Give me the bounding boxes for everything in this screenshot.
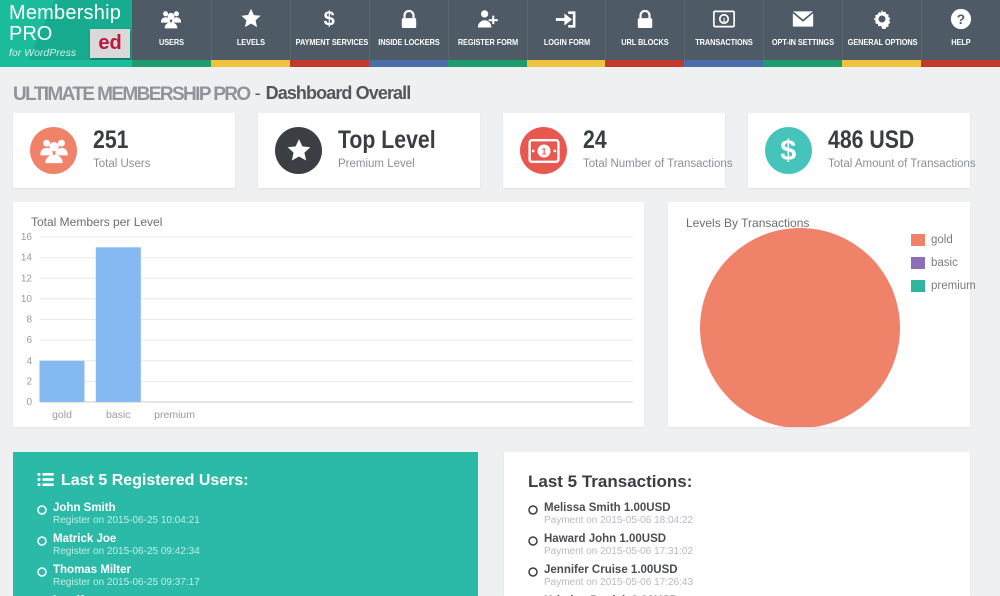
svg-text:16: 16	[21, 232, 33, 243]
svg-text:gold: gold	[52, 409, 72, 421]
svg-text:1: 1	[541, 146, 546, 156]
svg-text:10: 10	[21, 294, 33, 305]
svg-text:6: 6	[26, 335, 32, 346]
svg-text:basic: basic	[106, 409, 131, 421]
svg-text:$: $	[780, 136, 796, 166]
svg-text:14: 14	[21, 253, 33, 264]
svg-text:2: 2	[26, 376, 32, 387]
svg-text:?: ?	[957, 12, 965, 27]
svg-text:12: 12	[21, 273, 33, 284]
svg-text:$: $	[323, 8, 334, 30]
svg-text:4: 4	[26, 356, 32, 367]
svg-text:8: 8	[26, 315, 32, 326]
svg-text:premium: premium	[154, 409, 195, 421]
svg-text:0: 0	[26, 397, 32, 408]
